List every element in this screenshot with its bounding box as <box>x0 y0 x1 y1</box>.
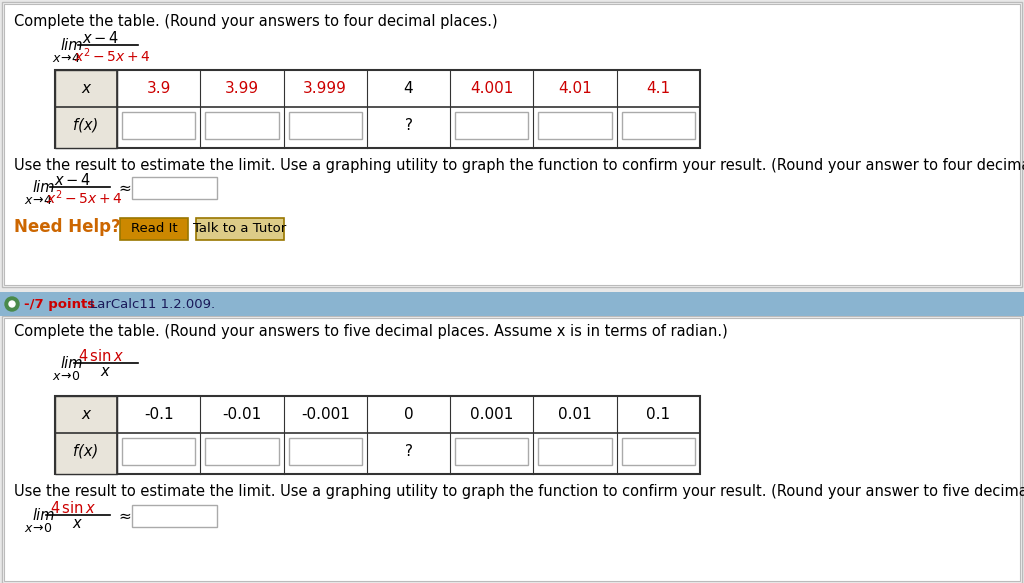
Bar <box>196 218 284 240</box>
Text: 4: 4 <box>403 81 414 96</box>
Bar <box>55 396 117 474</box>
Text: Use the result to estimate the limit. Use a graphing utility to graph the functi: Use the result to estimate the limit. Us… <box>14 158 1024 173</box>
Bar <box>132 505 217 527</box>
Text: 3.9: 3.9 <box>146 81 171 96</box>
Bar <box>55 70 700 148</box>
Text: lim: lim <box>32 508 54 523</box>
Circle shape <box>5 297 19 311</box>
Text: 0: 0 <box>403 407 414 422</box>
Bar <box>4 318 1020 581</box>
Circle shape <box>9 301 15 307</box>
Text: 4.001: 4.001 <box>470 81 513 96</box>
Text: 3.999: 3.999 <box>303 81 347 96</box>
Text: x: x <box>82 81 90 96</box>
Text: $\approx$: $\approx$ <box>116 508 132 523</box>
Bar <box>205 438 279 465</box>
Bar <box>205 112 279 139</box>
Text: 0.001: 0.001 <box>470 407 513 422</box>
Bar <box>55 70 117 148</box>
Bar <box>2 316 1022 583</box>
Text: -/7 points: -/7 points <box>24 298 95 311</box>
Text: -0.001: -0.001 <box>301 407 349 422</box>
Text: lim: lim <box>60 356 83 371</box>
Text: $x\!\rightarrow\!0$: $x\!\rightarrow\!0$ <box>52 370 80 383</box>
Text: $x\!\rightarrow\!4$: $x\!\rightarrow\!4$ <box>52 52 80 65</box>
Bar <box>122 438 196 465</box>
Text: 0.1: 0.1 <box>646 407 671 422</box>
Text: $x\!\rightarrow\!4$: $x\!\rightarrow\!4$ <box>24 194 52 207</box>
Text: 3.99: 3.99 <box>225 81 259 96</box>
Text: lim: lim <box>32 180 54 195</box>
Text: Use the result to estimate the limit. Use a graphing utility to graph the functi: Use the result to estimate the limit. Us… <box>14 484 1024 499</box>
Text: $4\,\mathrm{sin}\,x$: $4\,\mathrm{sin}\,x$ <box>50 500 96 516</box>
Text: 0.01: 0.01 <box>558 407 592 422</box>
Text: ?: ? <box>404 444 413 459</box>
Bar <box>2 2 1022 287</box>
Text: Read It: Read It <box>131 223 177 236</box>
Bar <box>132 177 217 199</box>
Text: f(x): f(x) <box>74 118 98 133</box>
Text: $4\,\mathrm{sin}\,x$: $4\,\mathrm{sin}\,x$ <box>78 348 124 364</box>
Text: Complete the table. (Round your answers to five decimal places. Assume x is in t: Complete the table. (Round your answers … <box>14 324 728 339</box>
Text: f(x): f(x) <box>74 444 98 459</box>
Text: ?: ? <box>404 118 413 133</box>
Text: $x\!\rightarrow\!0$: $x\!\rightarrow\!0$ <box>24 522 52 535</box>
Bar <box>455 438 528 465</box>
Text: 4.1: 4.1 <box>646 81 671 96</box>
Bar <box>4 4 1020 285</box>
Bar <box>0 292 1024 316</box>
Bar <box>539 112 611 139</box>
Text: -0.01: -0.01 <box>222 407 261 422</box>
Text: LarCalc11 1.2.009.: LarCalc11 1.2.009. <box>90 298 215 311</box>
Text: Need Help?: Need Help? <box>14 218 121 236</box>
Bar <box>120 218 188 240</box>
Text: $x$: $x$ <box>72 516 83 531</box>
Bar <box>622 112 695 139</box>
Text: $x-4$: $x-4$ <box>82 30 120 46</box>
Text: -0.1: -0.1 <box>143 407 173 422</box>
Text: $x$: $x$ <box>100 364 112 379</box>
Bar <box>289 438 361 465</box>
Text: $x^2-5x+4$: $x^2-5x+4$ <box>74 46 151 65</box>
Text: Talk to a Tutor: Talk to a Tutor <box>194 223 287 236</box>
Text: $x^2-5x+4$: $x^2-5x+4$ <box>46 188 123 206</box>
Bar <box>539 438 611 465</box>
Text: 4.01: 4.01 <box>558 81 592 96</box>
Bar <box>455 112 528 139</box>
Bar <box>622 438 695 465</box>
Text: $x-4$: $x-4$ <box>54 172 91 188</box>
Text: Complete the table. (Round your answers to four decimal places.): Complete the table. (Round your answers … <box>14 14 498 29</box>
Bar <box>289 112 361 139</box>
Bar <box>122 112 196 139</box>
Bar <box>55 396 700 474</box>
Text: lim: lim <box>60 38 83 53</box>
Text: x: x <box>82 407 90 422</box>
Text: $\approx$: $\approx$ <box>116 180 132 195</box>
